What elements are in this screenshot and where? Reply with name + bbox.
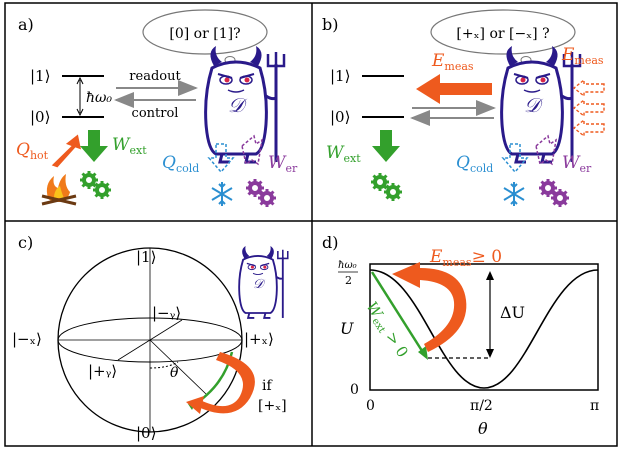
thought-text-a: [0] or [1]? [169, 26, 240, 42]
panel-a: a) [0] or [1]? |1⟩ |0⟩ ħω₀ readout contr… [16, 9, 298, 209]
x-zero-label: 0 [366, 398, 375, 414]
plot-frame [369, 263, 599, 391]
thought-bubble-a [142, 9, 268, 55]
y-zero-label: 0 [350, 382, 359, 398]
e-meas-label-d: Emeas≥ 0 [429, 247, 502, 269]
w-ext-arrow-d [370, 271, 426, 355]
x-max-label: π [590, 398, 599, 414]
level-1-label-b: |1⟩ [330, 67, 350, 85]
w-ext-label: Wext [112, 135, 147, 157]
demon-icon [238, 245, 289, 319]
demon-label-c: 𝒟 [253, 277, 266, 292]
e-meas-label: Emeas [431, 51, 474, 73]
gears-icon [78, 169, 113, 201]
panel-a-label: a) [18, 15, 34, 34]
readout-label: readout [129, 69, 181, 84]
if-label: if [262, 378, 273, 394]
panel-d-label: d) [322, 233, 338, 252]
gears-icon-purple [537, 177, 571, 209]
w-er-label-b: Wer [562, 153, 592, 175]
state-1-label: |1⟩ [136, 248, 156, 266]
panel-b-label: b) [322, 15, 338, 34]
theta-label: θ [170, 365, 179, 381]
gears-icon-purple [244, 177, 278, 209]
q-cold-label-b: Qcold [456, 153, 493, 175]
q-hot-label: Qhot [16, 140, 49, 162]
q-cold-arrow [207, 143, 235, 174]
w-er-arrow-b [535, 134, 558, 166]
energy-curve [369, 269, 599, 389]
level-0-label-b: |0⟩ [330, 108, 350, 126]
w-ext-arrow-b [372, 130, 400, 162]
w-er-arrow [241, 134, 264, 166]
y-top-numerator: ħω₀ [338, 260, 357, 271]
plus-y-label: |+ᵧ⟩ [88, 362, 117, 380]
q-hot-arrow [51, 134, 81, 168]
x-mid-label: π/2 [470, 398, 493, 414]
w-ext-label-d: Wext > 0 [361, 298, 412, 361]
y-top-denominator: 2 [345, 274, 352, 287]
state-0-label: |0⟩ [136, 424, 156, 442]
x-axis-label: θ [478, 419, 488, 438]
thought-text-b: [+ₓ] or [−ₓ] ? [456, 26, 549, 42]
e-meas-arrow [416, 74, 492, 104]
e-meas-label-2: Emeas [561, 45, 604, 67]
orange-curved-arrow [196, 352, 255, 414]
demon-label-a: 𝒟 [228, 93, 248, 117]
level-0-label: |0⟩ [30, 108, 50, 126]
demon-label-b: 𝒟 [524, 93, 544, 117]
thought-bubble-b [430, 9, 576, 55]
condition-label: [+ₓ] [258, 398, 287, 414]
panel-d: d) ΔU Wext > 0 Emeas≥ 0 ħω₀ 2 U 0 0 π/2 … [322, 233, 599, 438]
panel-c-label: c) [18, 233, 33, 252]
figure-frame [4, 2, 618, 447]
w-er-label: Wer [268, 153, 298, 175]
control-label: control [132, 106, 179, 121]
energy-input-arrows [572, 78, 605, 138]
delta-u-label: ΔU [500, 303, 525, 322]
gears-icon [369, 171, 404, 203]
w-ext-arrow [80, 130, 108, 162]
panel-b: b) [+ₓ] or [−ₓ] ? |1⟩ |0⟩ Emeas 𝒟 Emeas … [322, 9, 605, 209]
q-cold-arrow-b [501, 143, 529, 174]
gap-label: ħω₀ [86, 90, 112, 106]
orange-return-arrow [392, 262, 467, 352]
plus-x-label: |+ₓ⟩ [244, 330, 274, 348]
state-vector [149, 339, 207, 395]
level-1-label: |1⟩ [30, 67, 50, 85]
minus-y-label: |−ᵧ⟩ [152, 304, 181, 322]
theta-arc [149, 361, 179, 369]
snowflake-icon [211, 181, 233, 207]
w-ext-label-b: Wext [326, 143, 361, 165]
q-cold-label: Qcold [162, 153, 199, 175]
fire-icon [41, 174, 77, 206]
panel-c: c) θ |1⟩ |0⟩ |−ₓ⟩ |+ₓ⟩ |−ᵧ⟩ |+ᵧ⟩ if [+ₓ]… [12, 233, 289, 442]
y-axis-label: U [340, 319, 354, 338]
minus-x-label: |−ₓ⟩ [12, 330, 42, 348]
snowflake-icon [503, 181, 525, 207]
